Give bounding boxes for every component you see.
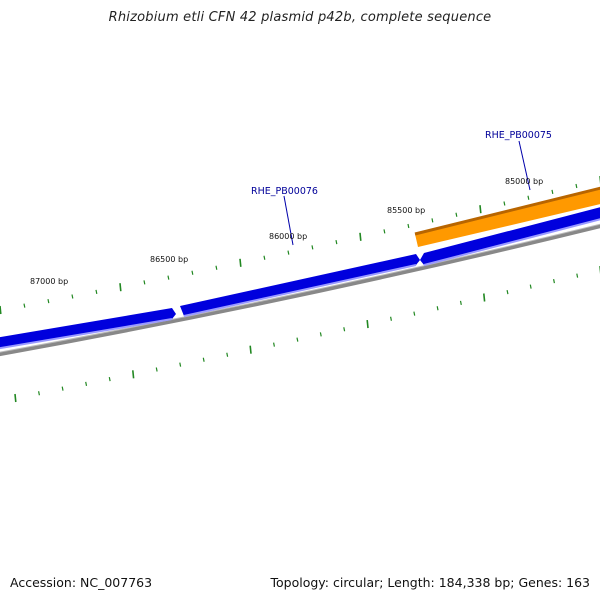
map-title: Rhizobium etli CFN 42 plasmid p42b, comp…: [108, 10, 492, 25]
inner-minor-tick: [85, 381, 88, 387]
inner-major-tick: [366, 320, 369, 329]
backbone-arc-highlight: [0, 223, 600, 353]
gene-label-leader-76: [283, 195, 294, 246]
outer-minor-tick: [335, 239, 338, 245]
inner-minor-tick: [436, 306, 439, 311]
inner-minor-tick: [506, 289, 509, 295]
outer-minor-tick: [527, 195, 530, 200]
tick-label-87000: 87000 bp: [30, 277, 68, 286]
outer-tick-row: [0, 176, 600, 315]
inner-minor-tick: [155, 367, 158, 372]
outer-major-tick: [359, 232, 362, 241]
inner-major-tick: [132, 370, 135, 379]
gene-rhe-pb00075[interactable]: [414, 186, 600, 247]
accession-text: Accession: NC_007763: [10, 575, 153, 590]
inner-tick-row: [14, 266, 600, 403]
inner-minor-tick: [38, 391, 40, 396]
outer-minor-tick: [47, 298, 50, 304]
gene-label-leader-75: [518, 140, 531, 191]
gene-rhe-pb00076[interactable]: [180, 254, 420, 317]
outer-minor-tick: [503, 201, 506, 206]
outer-minor-tick: [143, 280, 146, 285]
outer-major-tick: [479, 205, 482, 214]
gene-label-rhe-pb00075[interactable]: RHE_PB00075: [485, 130, 552, 141]
inner-minor-tick: [108, 376, 111, 382]
outer-minor-tick: [311, 245, 314, 250]
inner-minor-tick: [529, 284, 532, 289]
inner-major-tick: [249, 345, 252, 354]
gene-rhe-pb00077[interactable]: [0, 308, 176, 350]
outer-major-tick: [0, 305, 2, 315]
outer-minor-tick: [383, 229, 386, 234]
inner-minor-tick: [296, 337, 299, 342]
inner-minor-tick: [343, 327, 346, 332]
inner-minor-tick: [459, 300, 462, 306]
inner-minor-tick: [576, 273, 579, 278]
inner-minor-tick: [319, 332, 322, 337]
outer-minor-tick: [407, 223, 410, 229]
outer-minor-tick: [287, 250, 290, 255]
outer-minor-tick: [575, 183, 578, 189]
tick-label-86000: 86000 bp: [269, 232, 307, 241]
tick-label-86500: 86500 bp: [150, 255, 188, 264]
inner-minor-tick: [553, 278, 555, 284]
summary-text: Topology: circular; Length: 184,338 bp; …: [270, 575, 591, 590]
outer-minor-tick: [23, 303, 26, 308]
inner-minor-tick: [202, 357, 205, 362]
inner-minor-tick: [413, 311, 416, 316]
inner-major-tick: [483, 293, 486, 302]
outer-minor-tick: [455, 212, 458, 217]
gene-rhe-pb00075-inner[interactable]: [420, 206, 600, 266]
inner-major-tick: [14, 393, 17, 403]
inner-minor-tick: [179, 362, 182, 367]
outer-minor-tick: [215, 265, 218, 270]
inner-minor-tick: [273, 342, 275, 347]
inner-minor-tick: [61, 386, 64, 391]
outer-minor-tick: [263, 255, 266, 260]
gene-label-rhe-pb00076[interactable]: RHE_PB00076: [251, 186, 318, 197]
inner-minor-tick: [226, 352, 229, 357]
outer-minor-tick: [95, 289, 98, 295]
outer-minor-tick: [191, 270, 194, 275]
backbone-arc: [0, 224, 600, 357]
outer-major-tick: [239, 258, 242, 267]
inner-minor-tick: [390, 316, 392, 321]
outer-minor-tick: [71, 294, 74, 299]
outer-minor-tick: [431, 218, 434, 223]
outer-minor-tick: [167, 275, 170, 280]
outer-major-tick: [119, 283, 122, 292]
outer-minor-tick: [551, 189, 554, 195]
tick-label-85500: 85500 bp: [387, 206, 425, 215]
tick-label-85000: 85000 bp: [505, 177, 543, 186]
